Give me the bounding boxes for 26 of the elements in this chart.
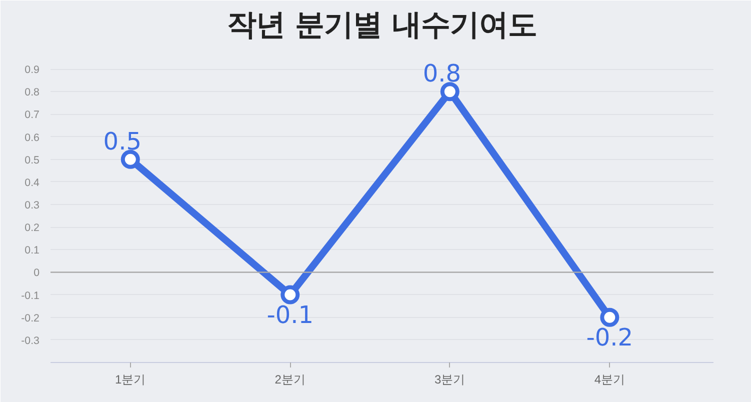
- point: [440, 82, 460, 102]
- y-tick-label: -0.3: [21, 334, 40, 347]
- y-tick-label: -0.2: [21, 312, 40, 324]
- x-tick-label: 2분기: [274, 372, 306, 386]
- y-tick-label: 0.9: [24, 64, 40, 76]
- y-tick-label: 0.4: [24, 176, 40, 189]
- y-tick-label: 0.5: [24, 154, 40, 166]
- x-tick-label: 4분기: [594, 372, 626, 386]
- point: [120, 150, 140, 169]
- y-tick-label: 0.8: [24, 86, 40, 99]
- y-tick-label: 0: [34, 267, 40, 280]
- data-label: 0.5: [103, 127, 142, 156]
- y-tick-label: 0.7: [24, 109, 40, 122]
- point: [600, 308, 620, 327]
- y-tick-label: -0.1: [21, 290, 40, 302]
- y-tick-label: 0.3: [24, 200, 40, 212]
- y-tick-label: 0.1: [24, 244, 40, 257]
- y-tick-label: 0.2: [24, 222, 40, 234]
- data-label: -0.2: [586, 323, 634, 352]
- data-label: -0.1: [266, 300, 314, 329]
- x-tick-label: 1분기: [115, 372, 146, 386]
- chart-title: 작년 분기별 내수기여도: [226, 8, 538, 42]
- point: [280, 285, 300, 304]
- x-tick-label: 3분기: [434, 372, 466, 386]
- data-label: 0.8: [422, 60, 461, 88]
- y-tick-label: 0.6: [24, 132, 40, 144]
